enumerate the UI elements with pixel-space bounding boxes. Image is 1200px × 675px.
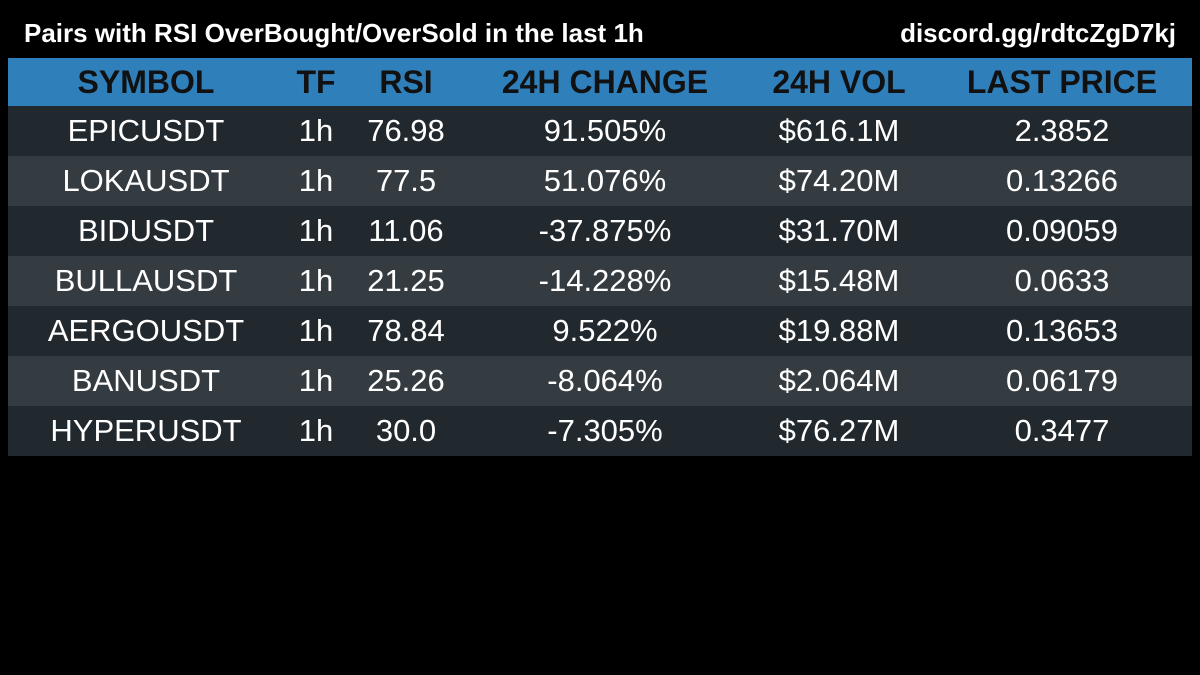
cell-rsi: 78.84: [367, 313, 445, 348]
cell-24h-change: -8.064%: [547, 363, 663, 398]
table-row: LOKAUSDT 1h 77.5 51.076% $74.20M 0.13266: [8, 156, 1192, 206]
cell-last-price: 0.13653: [1005, 313, 1119, 348]
cell-tf: 1h: [298, 113, 334, 148]
cell-24h-change: 91.505%: [543, 113, 667, 148]
cell-24h-change: -37.875%: [538, 213, 672, 248]
cell-24h-vol: $15.48M: [778, 263, 900, 298]
cell-24h-change: 51.076%: [543, 163, 667, 198]
table-row: BIDUSDT 1h 11.06 -37.875% $31.70M 0.0905…: [8, 206, 1192, 256]
cell-symbol: BANUSDT: [71, 363, 221, 398]
cell-last-price: 0.0633: [1014, 263, 1110, 298]
cell-symbol: BULLAUSDT: [54, 263, 238, 298]
cell-symbol: HYPERUSDT: [50, 413, 242, 448]
column-header-rsi: RSI: [379, 64, 433, 100]
cell-symbol: AERGOUSDT: [47, 313, 245, 348]
cell-24h-change: 9.522%: [552, 313, 658, 348]
cell-tf: 1h: [298, 313, 334, 348]
rsi-table: SYMBOL TF RSI 24H CHANGE 24H VOL LAST PR…: [8, 58, 1192, 456]
page-title: Pairs with RSI OverBought/OverSold in th…: [24, 18, 644, 48]
column-header-tf: TF: [296, 64, 336, 100]
cell-last-price: 0.3477: [1014, 413, 1110, 448]
cell-24h-vol: $76.27M: [778, 413, 900, 448]
column-header-24h-change: 24H CHANGE: [501, 64, 709, 100]
column-header-last-price: LAST PRICE: [966, 64, 1158, 100]
table-row: HYPERUSDT 1h 30.0 -7.305% $76.27M 0.3477: [8, 406, 1192, 456]
cell-symbol: EPICUSDT: [67, 113, 225, 148]
cell-24h-vol: $74.20M: [778, 163, 900, 198]
cell-tf: 1h: [298, 163, 334, 198]
cell-24h-vol: $616.1M: [778, 113, 900, 148]
table-row: BULLAUSDT 1h 21.25 -14.228% $15.48M 0.06…: [8, 256, 1192, 306]
cell-tf: 1h: [298, 213, 334, 248]
cell-rsi: 77.5: [375, 163, 437, 198]
table-row: BANUSDT 1h 25.26 -8.064% $2.064M 0.06179: [8, 356, 1192, 406]
cell-24h-vol: $19.88M: [778, 313, 900, 348]
table-row: EPICUSDT 1h 76.98 91.505% $616.1M 2.3852: [8, 106, 1192, 156]
table-row: AERGOUSDT 1h 78.84 9.522% $19.88M 0.1365…: [8, 306, 1192, 356]
cell-rsi: 25.26: [367, 363, 445, 398]
cell-last-price: 2.3852: [1014, 113, 1110, 148]
cell-24h-vol: $2.064M: [778, 363, 900, 398]
column-header-symbol: SYMBOL: [77, 64, 215, 100]
cell-last-price: 0.09059: [1005, 213, 1119, 248]
table-header-row: SYMBOL TF RSI 24H CHANGE 24H VOL LAST PR…: [8, 58, 1192, 106]
cell-24h-change: -14.228%: [538, 263, 672, 298]
cell-24h-change: -7.305%: [547, 413, 663, 448]
cell-last-price: 0.13266: [1005, 163, 1119, 198]
discord-invite-link[interactable]: discord.gg/rdtcZgD7kj: [900, 18, 1176, 48]
cell-tf: 1h: [298, 263, 334, 298]
cell-last-price: 0.06179: [1005, 363, 1119, 398]
cell-tf: 1h: [298, 363, 334, 398]
cell-symbol: BIDUSDT: [77, 213, 215, 248]
cell-rsi: 11.06: [368, 213, 444, 248]
cell-rsi: 76.98: [367, 113, 445, 148]
cell-tf: 1h: [298, 413, 334, 448]
cell-24h-vol: $31.70M: [778, 213, 900, 248]
cell-rsi: 30.0: [375, 413, 437, 448]
cell-rsi: 21.25: [367, 263, 445, 298]
top-bar: Pairs with RSI OverBought/OverSold in th…: [0, 0, 1200, 58]
cell-symbol: LOKAUSDT: [62, 163, 230, 198]
column-header-24h-vol: 24H VOL: [772, 64, 906, 100]
